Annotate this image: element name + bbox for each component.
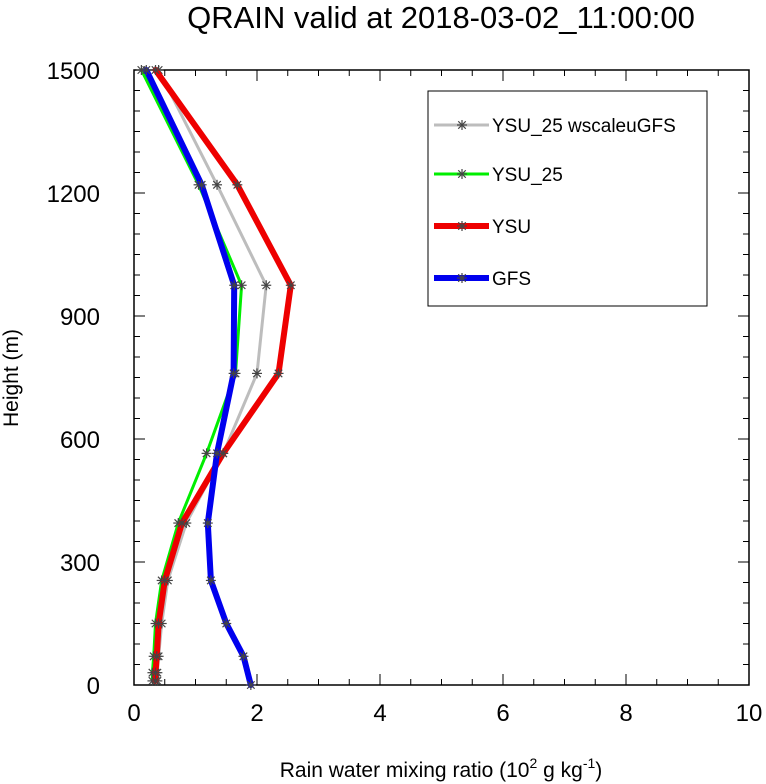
data-point [232, 179, 243, 190]
marker-stroke [230, 281, 239, 290]
tick-marks [133, 69, 750, 686]
data-point [141, 65, 152, 75]
data-point [457, 169, 467, 179]
x-axis-label-mid: g kg [537, 759, 583, 782]
data-point [205, 575, 216, 586]
marker-stroke [274, 369, 283, 378]
y-tick-label: 900 [60, 304, 100, 331]
legend-label: GFS [492, 269, 531, 290]
marker-stroke [233, 180, 242, 189]
marker-stroke [252, 369, 262, 378]
x-tick-label: 10 [736, 700, 763, 727]
marker-stroke [286, 281, 295, 290]
marker-stroke [202, 449, 211, 458]
data-point [202, 518, 213, 529]
data-point [228, 368, 239, 379]
data-point [159, 575, 170, 586]
y-axis-label: Height (m) [0, 329, 23, 427]
marker-stroke [203, 518, 212, 528]
legend-item: YSU_25 [434, 165, 563, 186]
data-point [285, 280, 296, 291]
marker-stroke [206, 576, 216, 585]
legend-box [427, 90, 708, 307]
x-axis-label: Rain water mixing ratio (102 g kg-1) [280, 755, 603, 782]
x-axis-label-sup1: 2 [529, 755, 537, 771]
legend-item: GFS [434, 269, 531, 290]
marker-stroke [142, 65, 151, 75]
x-axis-label-sup2: -1 [583, 755, 596, 771]
marker-stroke [457, 273, 467, 283]
data-point [212, 448, 223, 459]
x-tick-label: 6 [496, 700, 509, 727]
data-point [273, 368, 284, 379]
data-point [457, 221, 467, 231]
data-point [150, 667, 161, 678]
legend-label: YSU_25 [492, 165, 563, 186]
marker-stroke [212, 449, 222, 458]
data-point [212, 179, 223, 190]
chart-title: QRAIN valid at 2018-03-02_11:00:00 [187, 0, 695, 35]
marker-stroke [151, 668, 160, 677]
data-point [176, 518, 187, 529]
series-3 [150, 65, 296, 686]
series-line [143, 67, 254, 688]
x-tick-label: 8 [619, 700, 632, 727]
marker-stroke [197, 180, 206, 189]
x-tick-label: 0 [127, 700, 140, 727]
data-point [151, 651, 162, 662]
legend-label: YSU_25 wscaleuGFS [492, 116, 676, 137]
series-4 [141, 65, 256, 690]
tick-labels: 0 2 4 6 8 10 0 300 600 900 1200 1500 [47, 58, 763, 727]
data-point [261, 280, 272, 291]
marker-stroke [177, 518, 187, 528]
marker-stroke [229, 369, 238, 378]
marker-stroke [151, 65, 160, 75]
marker-stroke [239, 652, 248, 661]
marker-stroke [160, 576, 169, 585]
data-point [229, 280, 240, 291]
legend-item: YSU [434, 217, 531, 238]
data-point [201, 448, 212, 459]
marker-stroke [262, 281, 271, 290]
legend-label: YSU [492, 217, 531, 238]
marker-stroke [222, 619, 231, 628]
data-point [457, 120, 467, 130]
y-tick-label: 300 [60, 550, 100, 577]
marker-stroke [457, 120, 467, 130]
x-tick-label: 2 [250, 700, 263, 727]
x-tick-label: 4 [373, 700, 386, 727]
y-tick-label: 0 [87, 673, 100, 700]
marker-stroke [237, 281, 246, 290]
data-point [218, 448, 229, 459]
marker-stroke [457, 221, 467, 231]
x-axis-label-end: ) [595, 759, 602, 782]
data-point [457, 273, 467, 283]
y-tick-label: 1500 [47, 58, 100, 85]
x-axis-label-main: Rain water mixing ratio (10 [280, 759, 530, 782]
series-line [152, 67, 294, 684]
y-tick-label: 600 [60, 427, 100, 454]
data-point [238, 651, 249, 662]
data-point [252, 368, 262, 379]
legend-item: YSU_25 wscaleuGFS [434, 116, 676, 137]
data-point [150, 65, 161, 75]
series-layer [136, 65, 296, 690]
data-point [153, 618, 164, 629]
y-tick-label: 1200 [47, 181, 100, 208]
marker-stroke [151, 676, 160, 686]
marker-stroke [219, 449, 228, 458]
marker-stroke [212, 180, 222, 189]
data-point [221, 618, 232, 629]
data-point [196, 179, 207, 190]
marker-stroke [246, 680, 256, 690]
series-1 [152, 65, 272, 686]
data-point [150, 675, 161, 686]
marker-stroke [152, 652, 161, 661]
legend: YSU_25 wscaleuGFS YSU_25 YSU GFS [434, 116, 676, 290]
marker-stroke [457, 169, 467, 179]
data-point [245, 680, 256, 690]
marker-stroke [154, 619, 163, 628]
